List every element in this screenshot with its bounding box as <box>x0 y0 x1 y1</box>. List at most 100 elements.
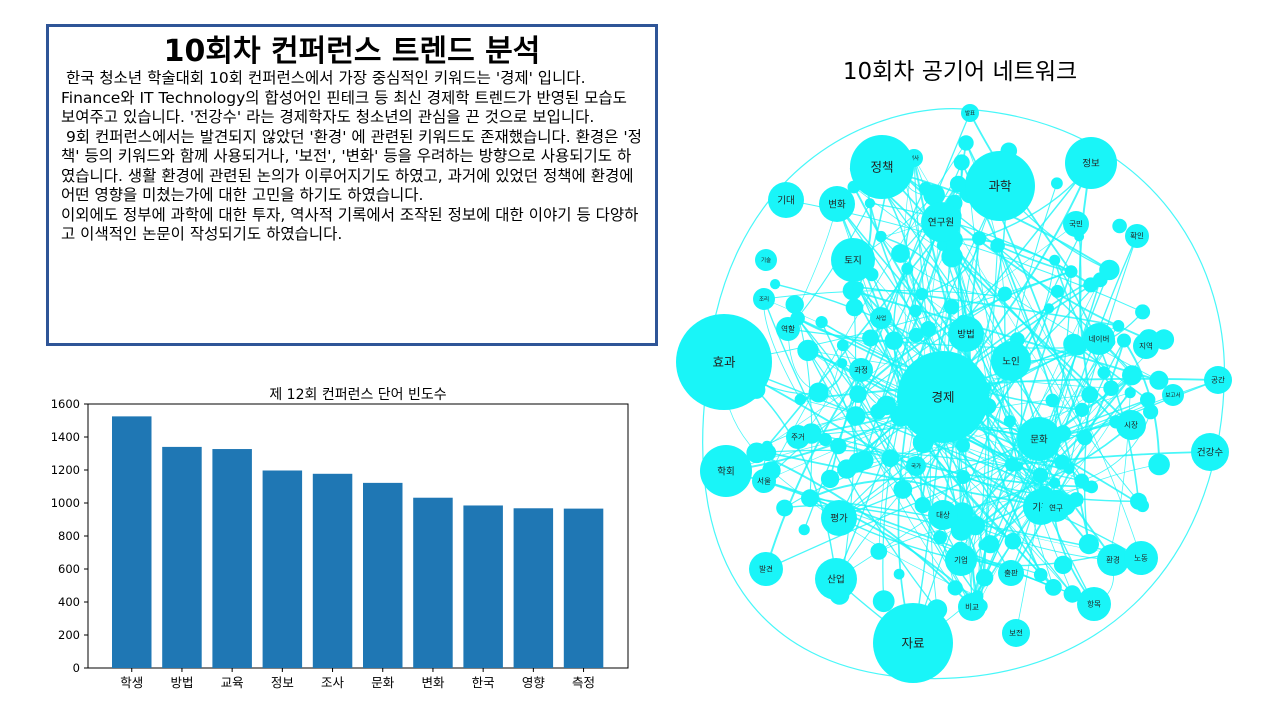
network-node-label: 정책 <box>870 159 893 174</box>
network-node <box>1051 177 1063 190</box>
network-node <box>1063 585 1081 603</box>
network-node <box>776 499 793 517</box>
network-node-label: 노인 <box>1002 356 1019 367</box>
network-node <box>914 497 931 514</box>
network-node-자료 <box>873 603 953 683</box>
network-node <box>770 279 781 290</box>
bar-교육 <box>212 449 252 668</box>
network-node-label: 연구원 <box>928 217 954 228</box>
network-node-학회 <box>700 445 752 497</box>
network-node <box>1068 492 1084 508</box>
network-edge <box>723 361 1077 501</box>
y-tick-label: 600 <box>58 562 80 576</box>
network-edge <box>951 240 1073 595</box>
network-node <box>1124 387 1136 399</box>
network-node-연구원 <box>921 202 961 242</box>
network-node <box>1097 366 1111 379</box>
network-edge <box>756 451 973 608</box>
network-node <box>1129 369 1142 382</box>
network-node <box>809 382 827 400</box>
network-node-국민 <box>1063 211 1089 237</box>
network-node <box>915 287 929 301</box>
x-tick-label: 측정 <box>572 675 595 690</box>
network-node-label: 발견 <box>759 564 773 574</box>
network-node <box>955 438 970 453</box>
network-node-label: 서울 <box>757 477 771 486</box>
network-node-label: 토지 <box>844 255 861 266</box>
network-node <box>785 295 804 314</box>
network-node <box>1135 304 1151 320</box>
network-edge <box>880 236 1004 297</box>
network-node-label: 연구 <box>1049 504 1063 513</box>
bars-layer <box>112 416 604 668</box>
network-node-공간 <box>1204 366 1232 394</box>
network-edge <box>1054 259 1140 502</box>
network-node <box>947 580 963 596</box>
network-node <box>837 459 857 479</box>
network-node <box>943 299 960 315</box>
bar-문화 <box>363 482 403 668</box>
network-node <box>1033 568 1048 582</box>
network-node-label: 국가 <box>911 462 921 470</box>
network-node-사업 <box>870 307 892 329</box>
bar-chart: 제 12회 컨퍼런스 단어 빈도수 학생 방법 교육 정보 조사 문화 변화 한국 영향 측정 0 2… <box>51 387 629 690</box>
network-node <box>798 524 810 536</box>
network-node <box>849 385 867 403</box>
network-node <box>908 327 924 343</box>
network-node <box>1117 333 1131 348</box>
y-tick-label: 1200 <box>51 463 80 477</box>
y-tick-label: 1000 <box>51 496 80 510</box>
network-node-label: 사업 <box>876 314 886 322</box>
network-node <box>891 244 910 263</box>
network-node-label: 경제 <box>931 389 954 404</box>
network-node <box>761 440 773 452</box>
network-node-label: 기업 <box>954 556 968 565</box>
network-node-서울 <box>752 469 776 493</box>
network-node <box>1074 402 1089 417</box>
x-tick-label: 조사 <box>321 675 345 690</box>
x-tick-label: 한국 <box>472 675 495 690</box>
x-tick-label: 정보 <box>271 675 294 690</box>
network-node-보전 <box>1002 619 1030 647</box>
bar-조사 <box>312 473 353 668</box>
y-tick-label: 200 <box>58 628 80 642</box>
network-node-주거 <box>786 425 810 449</box>
network-node <box>830 437 847 455</box>
network-node-label: 조리 <box>759 295 769 303</box>
bar-정보 <box>262 470 303 668</box>
network-edge <box>880 235 953 307</box>
network-node-label: 역할 <box>781 324 795 334</box>
network-edge <box>809 497 962 561</box>
network-node-label: 변화 <box>828 199 846 210</box>
network-node <box>1064 265 1078 278</box>
network-node <box>997 286 1012 301</box>
network-edge <box>913 157 962 531</box>
network-edge <box>966 553 1110 567</box>
network-edge <box>1078 162 1092 395</box>
network-node <box>923 184 945 206</box>
network-node-기대 <box>768 182 804 218</box>
network-node-보고서 <box>1162 384 1184 406</box>
network-node-산업 <box>815 558 857 600</box>
network-edge <box>809 475 964 500</box>
network-node-정책 <box>850 135 914 199</box>
network-node-대상 <box>928 500 958 530</box>
network-node-정보 <box>1065 137 1117 189</box>
network-node-label: 문화 <box>1030 434 1048 445</box>
network-node-네이버 <box>1083 323 1115 355</box>
network-node-label: 항목 <box>1087 600 1101 609</box>
network-node-지역 <box>1133 333 1159 359</box>
network-node-label: 노동 <box>1134 554 1148 563</box>
network-edge <box>787 328 1079 349</box>
network-node-기업 <box>945 544 977 576</box>
network-node-출판 <box>998 560 1024 586</box>
network-node <box>1149 370 1169 390</box>
network-node <box>1078 534 1099 555</box>
network-node-발표 <box>961 104 979 122</box>
network-node <box>1045 579 1062 596</box>
network-node-label: 환경 <box>1106 555 1120 565</box>
network-node <box>1103 380 1119 397</box>
network-node-label: 확인 <box>1130 231 1144 241</box>
network-node-효과 <box>676 314 772 410</box>
network-node-label: 비교 <box>965 603 979 612</box>
